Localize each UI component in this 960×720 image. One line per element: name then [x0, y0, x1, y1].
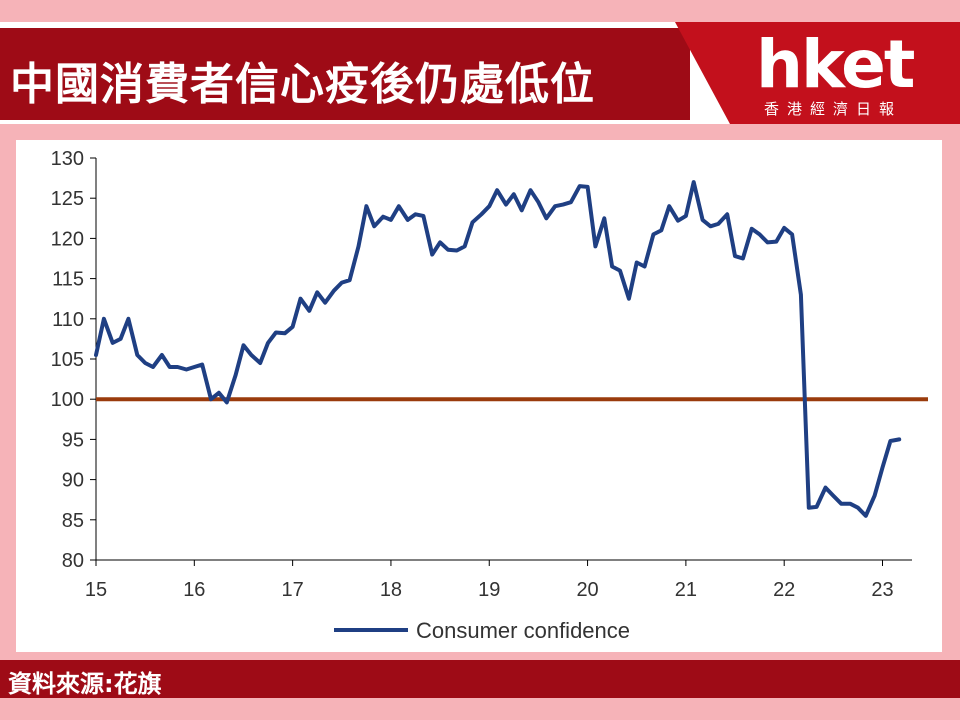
y-tick-label: 85	[62, 510, 84, 532]
legend: Consumer confidence	[334, 618, 630, 643]
chart-panel: 80 85 90 95 100 105 110 115 120 125 130 15 16 17 18 19 2…	[16, 140, 942, 652]
y-tick-label: 95	[62, 429, 84, 451]
x-tick-label: 15	[85, 579, 107, 601]
y-tick-label: 125	[51, 188, 84, 210]
x-tick-label: 19	[478, 579, 500, 601]
x-tick-label: 17	[282, 579, 304, 601]
y-tick-label: 90	[62, 470, 84, 492]
y-tick-label: 115	[52, 269, 84, 291]
source-bar	[0, 660, 960, 698]
series-layer	[94, 180, 902, 518]
logo-wedge	[675, 22, 960, 124]
x-tick-label: 20	[576, 579, 598, 601]
x-tick-label: 16	[183, 579, 205, 601]
y-tick-label: 100	[51, 389, 84, 411]
legend-label-consumer-confidence: Consumer confidence	[416, 618, 630, 643]
x-tick-label: 21	[675, 579, 697, 601]
y-tick-label: 120	[51, 228, 84, 250]
hket-logo-subtitle: 香港經濟日報	[764, 100, 903, 118]
source-note: 資料來源:花旗	[8, 670, 162, 698]
y-tick-label: 130	[51, 148, 84, 170]
page-title: 中國消費者信心疫後仍處低位	[10, 59, 595, 110]
y-tick-label: 110	[52, 309, 84, 331]
x-tick-label: 22	[773, 579, 795, 601]
hket-logo: hket	[756, 26, 915, 103]
y-tick-label: 80	[62, 550, 84, 572]
y-tick-label: 105	[51, 349, 84, 371]
consumer-confidence-chart: 80 85 90 95 100 105 110 115 120 125 130 15 16 17 18 19 2…	[51, 148, 928, 643]
x-tick-label: 23	[871, 579, 893, 601]
x-tick-label: 18	[380, 579, 402, 601]
axes-layer: 80 85 90 95 100 105 110 115 120 125 130 15 16 17 18 19 2…	[51, 148, 912, 601]
series-line-consumer-confidence	[94, 180, 902, 518]
title-bar	[0, 28, 690, 120]
